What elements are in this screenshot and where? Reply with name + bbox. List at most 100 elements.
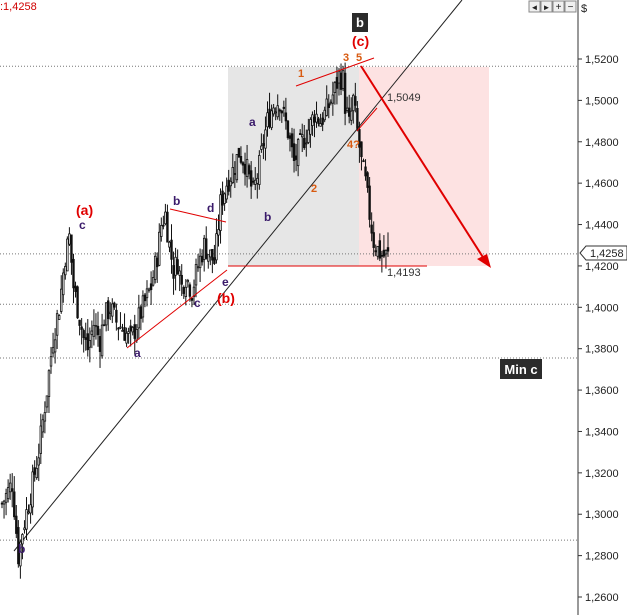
candle-body [209,249,212,258]
candle-body [174,256,177,276]
candle [213,244,216,265]
candle [211,248,214,274]
candle-body [82,330,85,339]
candle [186,278,190,288]
candle-body [194,264,198,286]
candle-body [45,395,49,408]
candle [347,94,351,124]
candle [337,68,341,96]
scroll-left-icon: ◄ [531,3,539,12]
candle-body [380,254,384,257]
candle [329,99,333,106]
candle-body [384,249,388,255]
candle-body [235,154,239,181]
candle-body [260,145,263,150]
candle-body [221,190,224,206]
candle-body [200,255,204,263]
candle-body [364,166,367,177]
candle [256,173,259,199]
candle-body [68,233,71,245]
candle-body [278,109,281,112]
candle [39,413,43,464]
candle-body [151,277,155,286]
y-tick-label: 1,5000 [585,95,619,107]
wave-label-d: d [207,201,214,215]
candle-body [386,247,390,252]
candle [100,313,104,359]
candle-body [362,160,365,163]
candle-body [180,274,183,285]
candle-body [237,147,241,158]
candle [82,328,85,353]
candle-body [376,246,379,257]
candle [119,312,122,330]
candle [207,254,210,269]
candle-body [290,133,294,148]
candle-body [288,135,292,139]
candle [166,204,169,243]
candle [84,322,87,351]
candle [343,62,347,126]
candle [51,332,55,358]
current-price-tag-text: 1,4258 [590,248,624,260]
candle-body [70,234,73,263]
candle [384,249,388,269]
candle [345,96,349,113]
candle [70,234,73,275]
candle-body [74,285,77,292]
candle [217,214,220,247]
candle [19,539,22,579]
candle [190,296,194,308]
candle-body [113,302,116,308]
candle-body [92,324,96,337]
candle-body [62,272,65,296]
zoom-out-button[interactable] [564,0,577,13]
candle-body [27,511,30,514]
candle-body [4,492,8,503]
candle [178,266,181,292]
candle [382,235,386,259]
zoom-in-button[interactable] [552,0,565,13]
candle-body [378,240,382,259]
candle-body [21,534,24,545]
candlestick-series [0,62,390,579]
candle [354,82,357,113]
candle-body [219,194,222,231]
candle [266,101,269,137]
candle [319,113,322,127]
candle [350,97,353,126]
candle [162,215,165,230]
candle [27,504,30,515]
candle [254,167,257,191]
candle-body [117,327,120,330]
wave-label-A: (a) [76,202,93,218]
scroll-left-button[interactable] [528,0,541,13]
candle [41,414,45,438]
candle [33,460,36,482]
candle-body [133,324,136,339]
candle [68,227,71,246]
y-tick-label: 1,3000 [585,509,619,521]
y-tick-label: 1,3200 [585,468,619,480]
candle [290,127,294,158]
y-tick-label: 1,4800 [585,137,619,149]
candle [64,262,67,280]
candle-body [374,250,377,253]
candle-body [343,72,347,114]
candle [370,212,373,242]
candle [74,281,77,298]
candle [294,143,298,172]
candle-body [227,179,230,192]
candle-body [262,143,265,147]
candle [25,497,28,540]
candle-body [119,326,122,329]
candle [115,303,118,331]
candle-body [168,241,171,248]
candle [29,493,32,524]
candle [305,129,308,157]
candle [62,268,65,303]
scroll-right-button[interactable] [540,0,553,13]
candle-body [360,141,363,158]
candle-body [182,287,185,294]
candle-body [125,332,128,344]
